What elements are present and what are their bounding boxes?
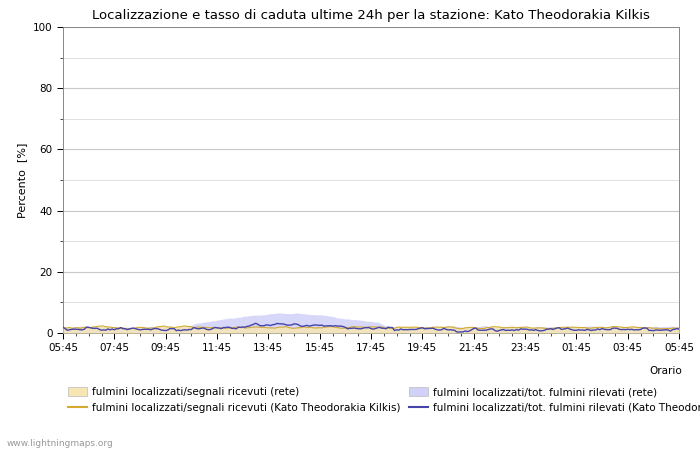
Title: Localizzazione e tasso di caduta ultime 24h per la stazione: Kato Theodorakia Ki: Localizzazione e tasso di caduta ultime … — [92, 9, 650, 22]
Legend: fulmini localizzati/segnali ricevuti (rete), fulmini localizzati/segnali ricevut: fulmini localizzati/segnali ricevuti (re… — [68, 387, 700, 413]
Text: Orario: Orario — [650, 366, 682, 376]
Text: www.lightningmaps.org: www.lightningmaps.org — [7, 439, 113, 448]
Y-axis label: Percento  [%]: Percento [%] — [18, 142, 27, 218]
